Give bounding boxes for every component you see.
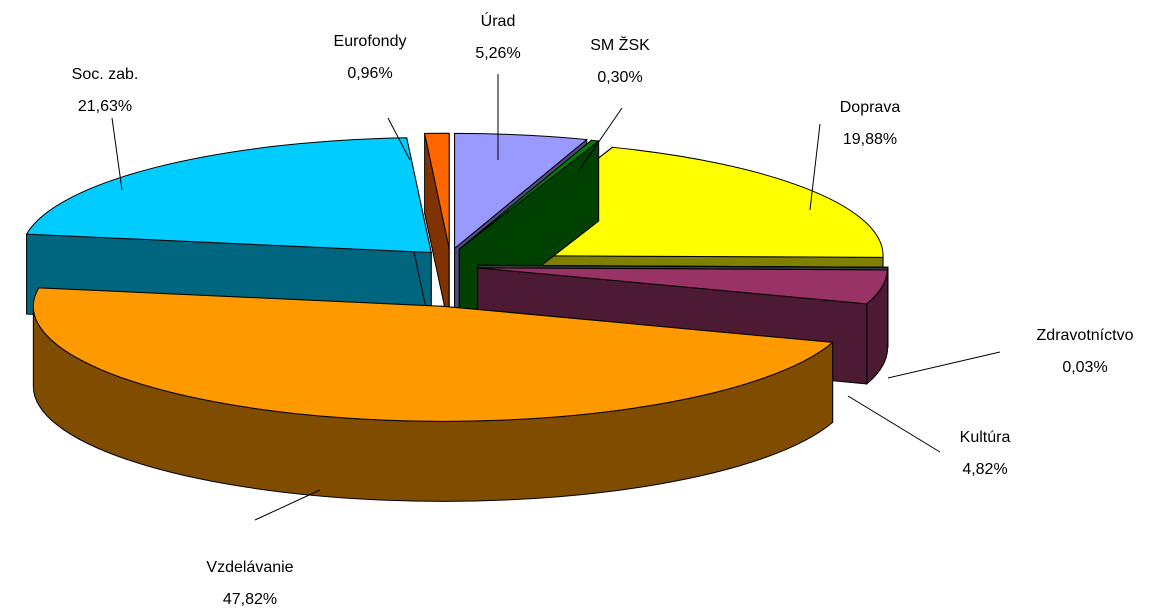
slice-top	[424, 132, 450, 249]
category-label: Úrad	[481, 11, 516, 30]
slice	[424, 132, 450, 329]
leader-line	[577, 107, 623, 173]
category-label: Eurofondy	[334, 33, 407, 50]
leader-line	[887, 351, 1001, 379]
category-label: Kultúra	[960, 429, 1011, 446]
leader-line	[111, 117, 123, 191]
value-label: 0,96%	[347, 65, 392, 82]
category-label: Doprava	[840, 99, 901, 116]
value-label: 0,03%	[1062, 359, 1107, 376]
value-label: 4,82%	[962, 461, 1007, 478]
value-label: 19,88%	[843, 131, 897, 148]
slice-top	[458, 139, 600, 250]
value-label: 21,63%	[78, 98, 132, 115]
category-label: Soc. zab.	[72, 66, 139, 83]
slice-top	[25, 137, 432, 254]
category-label: SM ŽSK	[590, 35, 650, 54]
slice-top	[32, 287, 834, 422]
slice-top	[477, 264, 889, 268]
slice-top	[477, 267, 889, 305]
leader-line	[847, 395, 941, 453]
slice-top	[454, 132, 588, 250]
category-label: Zdravotníctvo	[1037, 327, 1134, 344]
slice	[32, 287, 834, 502]
leader-line	[254, 489, 321, 521]
category-label: Vzdelávanie	[206, 559, 293, 576]
leader-line	[809, 123, 821, 211]
value-label: 0,30%	[597, 69, 642, 86]
value-label: 5,26%	[475, 45, 520, 62]
leader-line	[387, 117, 411, 161]
value-label: 47,82%	[223, 591, 277, 608]
